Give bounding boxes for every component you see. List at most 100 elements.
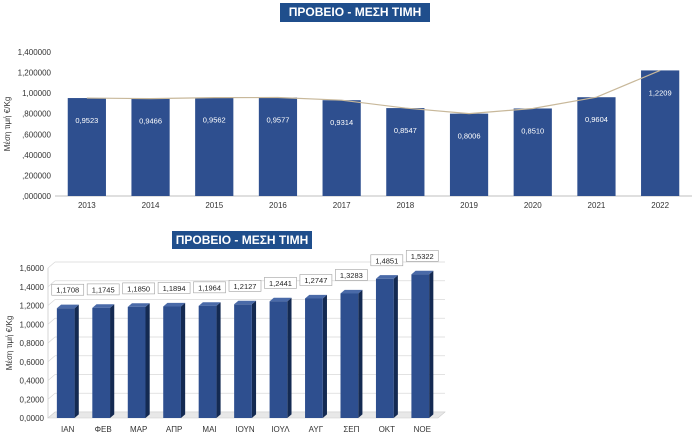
chart2-data-label-box — [405, 250, 439, 262]
chart2-bar-side — [110, 304, 115, 418]
chart2-bar — [56, 308, 75, 418]
chart2-gridline-left — [47, 355, 56, 363]
chart2-ytick-label: 0,4000 — [20, 377, 45, 386]
chart1-xtick-label: 2017 — [333, 201, 351, 210]
chart1-data-label: 0,9466 — [139, 117, 162, 126]
chart2-bar-top — [340, 289, 363, 294]
chart2-xtick-label: ΙΑΝ — [61, 425, 75, 434]
chart1-data-label: 0,9562 — [203, 116, 226, 125]
chart2-xtick-label: ΝΟΕ — [414, 425, 431, 434]
chart2-bar — [340, 293, 359, 418]
chart1-xtick-label: 2019 — [460, 201, 478, 210]
chart2-xtick-label: ΙΟΥΝ — [235, 425, 255, 434]
chart1-bar — [577, 97, 616, 196]
chart2-bar — [234, 304, 252, 418]
chart2-data-label-box — [193, 281, 226, 294]
chart2-bar — [92, 307, 111, 418]
chart2-xtick-label: ΦΕΒ — [95, 425, 112, 434]
chart2-bar-top — [375, 275, 398, 279]
chart2-bar — [198, 305, 217, 418]
chart2-data-label: 1,3283 — [340, 271, 363, 280]
chart2-ytick-label: 1,4000 — [20, 283, 45, 292]
chart2-bar-top — [411, 270, 434, 275]
chart2-data-label: 1,2747 — [304, 276, 327, 285]
chart2-bar-side — [287, 297, 292, 418]
chart2-bar-top — [305, 294, 327, 299]
chart1-ytick-label: ,400000 — [22, 151, 51, 160]
chart1-data-label: 0,8006 — [458, 132, 481, 141]
chart2-bar-top — [92, 304, 115, 308]
chart2-data-label-box — [51, 283, 85, 296]
chart1-bar — [258, 97, 298, 196]
chart2-bar-top — [198, 302, 221, 306]
chart1-bar — [641, 70, 680, 196]
chart2-data-label: 1,1850 — [127, 284, 150, 293]
chart2-title: ΠΡΟΒΕΙΟ - ΜΕΣΗ ΤΙΜΗ — [172, 231, 312, 249]
chart2-bar-side — [393, 275, 398, 418]
chart2-data-label: 1,1964 — [198, 283, 221, 292]
chart2-xtick-label: ΑΥΓ — [309, 425, 324, 434]
chart1-data-label: 0,9577 — [266, 115, 289, 124]
chart1-xtick-label: 2018 — [396, 201, 414, 210]
chart1-bar — [322, 100, 361, 196]
chart1-xtick-label: 2016 — [269, 201, 287, 210]
chart1-bar — [513, 108, 552, 196]
chart1-ytick-label: ,200000 — [22, 171, 51, 180]
chart2-bar — [375, 278, 394, 418]
chart2-gridline-left — [47, 317, 56, 325]
chart2-data-label: 1,1894 — [163, 284, 186, 293]
chart2-ytick-label: 0,2000 — [20, 395, 45, 404]
chart2-gridline-left — [47, 374, 56, 381]
chart2-data-label-box — [86, 283, 120, 296]
chart1-bar — [386, 108, 425, 196]
chart2-xtick-label: ΜΑΙ — [202, 425, 216, 434]
chart1-trend-line — [86, 69, 661, 115]
chart2-bar-top — [269, 297, 292, 302]
chart1-xtick-label: 2020 — [524, 201, 542, 210]
chart2-gridline-left — [47, 336, 56, 344]
chart2-xtick-label: ΣΕΠ — [343, 425, 359, 434]
chart2-bar — [163, 306, 181, 418]
chart2-bar-side — [251, 300, 257, 418]
chart2-bar-side — [322, 294, 327, 418]
chart2-bar-top — [127, 303, 150, 307]
chart1-xtick-label: 2014 — [142, 201, 160, 210]
chart1-title: ΠΡΟΒΕΙΟ - ΜΕΣΗ ΤΙΜΗ — [280, 3, 430, 22]
chart1-bar — [131, 98, 170, 196]
chart2-ytick-label: 1,6000 — [20, 264, 45, 273]
chart2-bar-side — [358, 289, 363, 418]
chart2-bar — [269, 301, 288, 418]
chart1-bar — [67, 98, 106, 196]
chart2-data-label-box — [335, 269, 368, 281]
chart1-bar — [195, 97, 234, 196]
chart2-data-label-box — [264, 277, 297, 289]
chart2-bar-top — [56, 304, 79, 309]
chart2-y-axis-label: Μέση τιμή €/Kg — [5, 316, 14, 371]
chart1-ytick-label: ,800000 — [22, 110, 51, 119]
chart1-data-label: 0,8510 — [521, 126, 544, 135]
chart2-bar — [127, 306, 146, 418]
chart1-ytick-label: ,600000 — [22, 130, 51, 139]
chart2-xtick-label: ΜΑΡ — [130, 425, 147, 434]
chart2-data-label: 1,2127 — [234, 282, 257, 291]
chart1-data-label: 1,2209 — [649, 88, 672, 97]
chart2-ytick-label: 0,6000 — [20, 358, 45, 367]
chart2-ytick-label: 0,8000 — [20, 339, 45, 348]
chart1-ytick-label: ,000000 — [22, 192, 51, 201]
chart2-xtick-label: ΙΟΥΛ — [271, 425, 290, 434]
chart2-data-label-box — [370, 254, 404, 267]
chart2-data-label: 1,4851 — [375, 256, 398, 265]
chart2-gridline-left — [47, 280, 56, 288]
chart1-ytick-label: 1,400000 — [18, 48, 52, 57]
chart2-ytick-label: 0,0000 — [20, 414, 45, 423]
chart1-data-label: 0,9604 — [585, 115, 608, 124]
chart1-bar — [449, 113, 489, 196]
chart1-xtick-label: 2021 — [588, 201, 606, 210]
chart2-gridline-left — [47, 392, 56, 400]
chart1-xtick-label: 2015 — [205, 201, 223, 210]
chart1-ytick-label: 1,200000 — [18, 69, 52, 78]
chart2-data-label: 1,2441 — [269, 279, 292, 288]
chart2-data-label: 1,1708 — [56, 286, 79, 295]
